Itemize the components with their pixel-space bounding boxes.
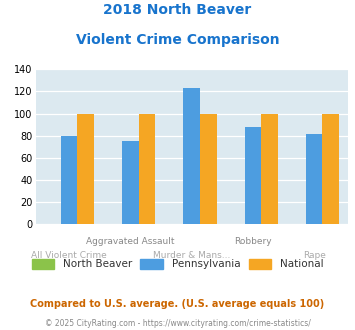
Bar <box>184 88 200 224</box>
Text: All Violent Crime: All Violent Crime <box>31 251 107 260</box>
Bar <box>139 114 155 224</box>
Bar <box>322 114 339 224</box>
Bar <box>122 141 139 224</box>
Bar <box>200 114 217 224</box>
Text: Violent Crime Comparison: Violent Crime Comparison <box>76 33 279 47</box>
Text: Robbery: Robbery <box>234 237 272 246</box>
Bar <box>306 134 322 224</box>
Text: Compared to U.S. average. (U.S. average equals 100): Compared to U.S. average. (U.S. average … <box>31 299 324 309</box>
Text: Murder & Mans...: Murder & Mans... <box>153 251 230 260</box>
Text: Rape: Rape <box>303 251 326 260</box>
Text: © 2025 CityRating.com - https://www.cityrating.com/crime-statistics/: © 2025 CityRating.com - https://www.city… <box>45 319 310 328</box>
Text: 2018 North Beaver: 2018 North Beaver <box>103 3 252 17</box>
Bar <box>77 114 94 224</box>
Bar <box>61 136 77 224</box>
Legend: North Beaver, Pennsylvania, National: North Beaver, Pennsylvania, National <box>27 255 328 274</box>
Bar <box>245 127 261 224</box>
Text: Aggravated Assault: Aggravated Assault <box>86 237 175 246</box>
Bar <box>261 114 278 224</box>
